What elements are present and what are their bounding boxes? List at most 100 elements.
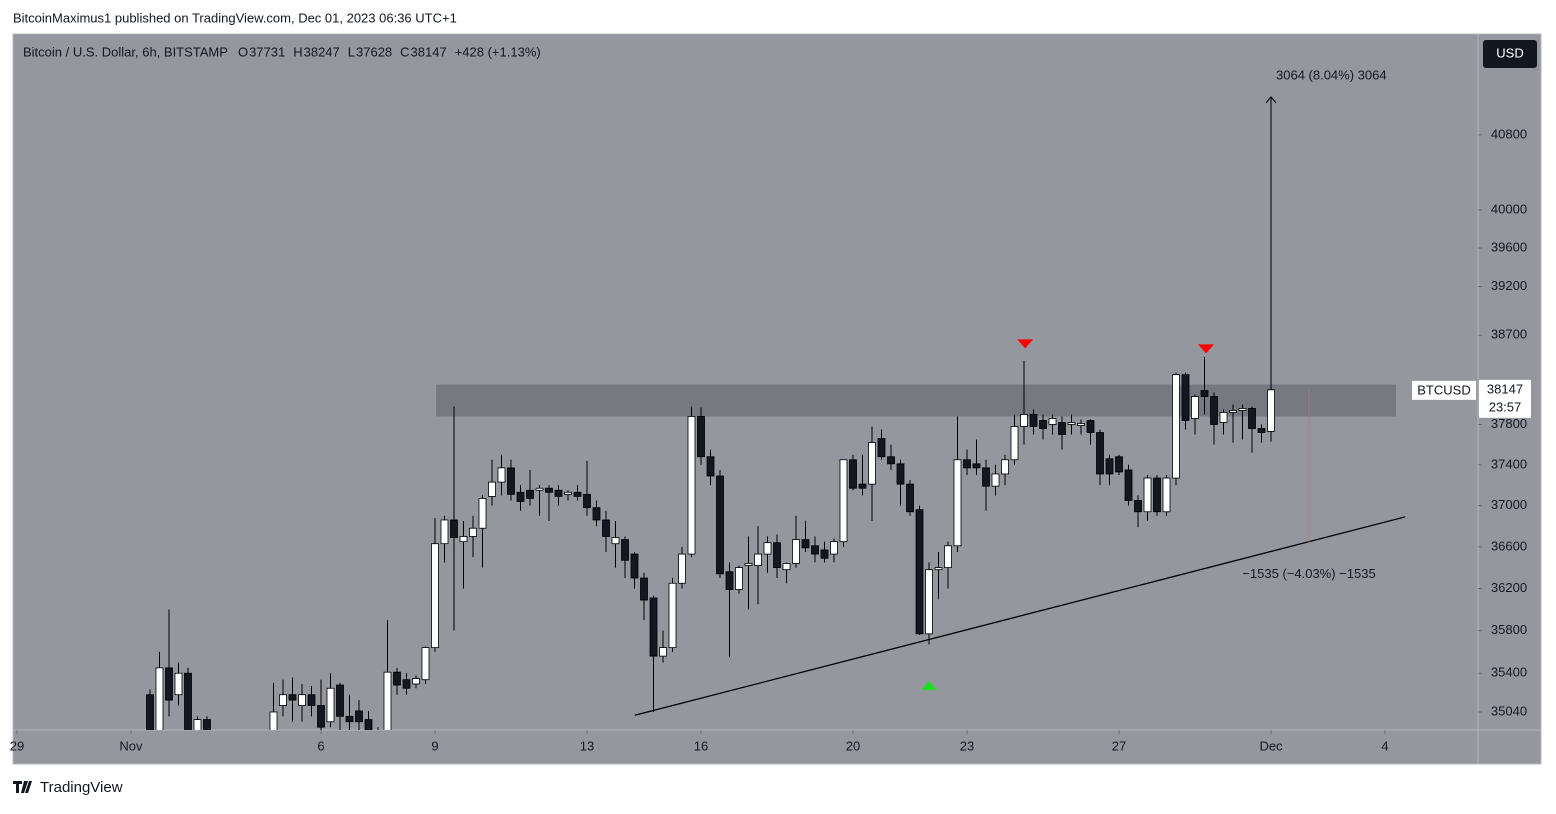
x-tick-label: 4 [1381,738,1388,753]
candle-body [896,463,905,485]
candle-body [934,567,943,571]
bar-countdown: 23:57 [1489,399,1522,414]
candle-body [1219,412,1228,423]
candle-body [383,671,392,730]
y-tick-label: 37800 [1491,416,1527,431]
candle-body [573,491,582,497]
measure-label: −1535 (−4.03%) −1535 [1242,566,1375,581]
candle-body [991,473,1000,487]
candle-body [678,553,686,584]
candle-body [697,416,705,458]
candle-body [1048,418,1057,425]
candle-body [1134,500,1142,513]
y-tick-label: 40800 [1491,126,1527,141]
candle-body [744,563,753,566]
candle-body [469,527,477,537]
candle-body [830,541,838,555]
candle-body [402,679,411,689]
candle-body [279,694,287,706]
candle-body [668,582,677,649]
ohlc-key: H [293,44,302,59]
candle-body [1257,428,1266,433]
x-tick-label: 23 [960,738,974,753]
plot-area [146,339,1406,730]
candle-body [1039,420,1047,429]
candle-body [1181,374,1190,421]
candle-body [554,489,563,497]
candle-body [925,569,933,635]
brand-logo [13,781,32,793]
candle-body [535,487,544,491]
x-tick-label: 29 [10,738,24,753]
candle-body [640,577,648,601]
candle-body [459,536,468,543]
candle-body [393,671,401,686]
candle-body [687,416,696,555]
y-tick-label: 36600 [1491,538,1527,553]
y-tick-label: 38700 [1491,327,1527,342]
last-price: 38147 [1487,381,1523,396]
candle-body [621,539,629,561]
candle-body [773,542,781,568]
ohlc-key: C [400,44,409,59]
candle-body [1200,390,1209,397]
currency-button[interactable] [1483,40,1537,68]
candle-body [611,537,620,545]
candle-body [602,519,610,537]
candle-body [1067,422,1076,425]
price-change: +428 (+1.13%) [455,44,541,59]
y-tick-label: 36200 [1491,580,1527,595]
candle-body [497,467,506,483]
candle-body [421,647,430,681]
y-tick-label: 35040 [1491,703,1527,718]
currency[interactable]: USD [1496,45,1523,60]
x-tick-label: 20 [846,738,860,753]
candle-body [1115,456,1123,473]
x-tick-label: Nov [119,738,143,753]
candle-body [345,715,354,723]
candle-body [583,493,591,509]
candle-body [754,553,762,566]
symbol-label: BTCUSD [1417,382,1470,397]
ohlc-value: 37628 [356,44,392,59]
ohlc-value: 38247 [304,44,340,59]
y-tick-label: 37000 [1491,497,1527,512]
y-tick-label: 40000 [1491,201,1527,216]
candle-body [1105,458,1114,475]
candle-body [706,456,715,477]
candle-body [1229,410,1237,413]
measure-arrowhead [1265,96,1277,104]
overlay: Bitcoin / U.S. Dollar, 6h, BITSTAMP O 3773… [10,44,1531,753]
candle-body [782,563,791,571]
signal-marker [1198,344,1215,354]
candle-body [963,459,971,469]
candle-body [545,487,553,493]
candle-body [440,519,449,545]
candle-body [1020,414,1028,427]
candle-body [982,467,990,487]
ohlc-value: 37731 [249,44,285,59]
x-tick-label: 16 [694,738,708,753]
candle-body [146,694,154,730]
candle-body [288,694,297,701]
candle-body [1248,408,1256,429]
candle-body [1077,423,1085,426]
candle-body [725,571,734,590]
chart-title: Bitcoin / U.S. Dollar, 6h, BITSTAMP [23,44,228,59]
candle-body [1172,374,1180,479]
candle-body [592,507,601,521]
candle-body [412,678,420,685]
candle-body [763,542,772,555]
candle-body [488,481,496,497]
candle-body [944,545,952,568]
candle-body [1267,389,1275,432]
candle-body [526,489,534,499]
candle-body [1162,477,1171,513]
y-tick-label: 35800 [1491,622,1527,637]
candle-body [507,467,515,495]
candle-body [1153,477,1161,513]
signal-marker [921,681,938,691]
candle-body [801,539,810,549]
publish-info: BitcoinMaximus1 published on TradingView… [13,10,457,25]
